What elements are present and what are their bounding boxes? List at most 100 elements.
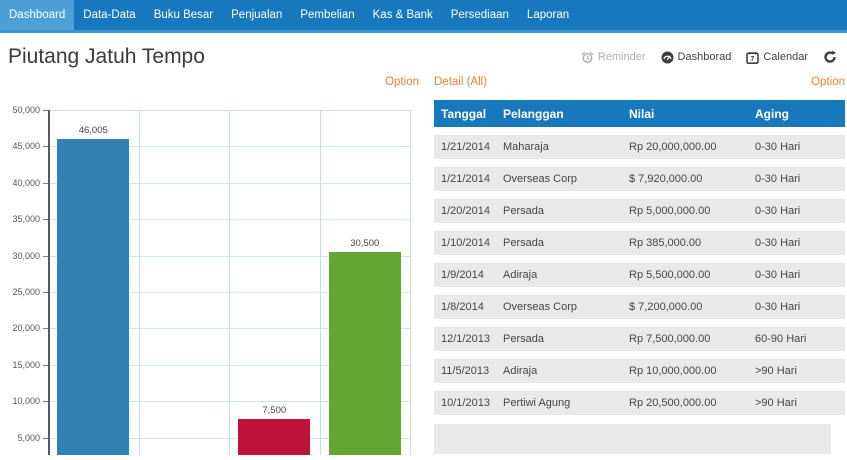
y-axis-label: 45,000 (12, 141, 40, 152)
table-row[interactable]: 10/1/2013 Pertiwi Agung Rp 20,500,000.00 >9… (434, 391, 845, 415)
table-cell: >90 Hari (755, 397, 797, 409)
y-axis-label: 15,000 (12, 359, 40, 370)
table-cell: Persada (503, 205, 544, 217)
table-cell: $ 7,920,000.00 (629, 173, 703, 185)
chart-bar-value-label: 7,500 (262, 405, 287, 417)
table-cell: Rp 5,000,000.00 (629, 205, 711, 217)
top-nav: Dashboard Data-Data Buku Besar Penjualan Pem… (0, 0, 847, 33)
y-axis-label: 35,000 (12, 214, 40, 225)
y-axis-line (48, 110, 50, 455)
refresh-button[interactable] (823, 50, 837, 64)
detail-all-link[interactable]: Detail (All) (434, 76, 488, 88)
y-axis-tick (43, 110, 48, 111)
table-row-empty (434, 424, 831, 454)
table-cell: 60-90 Hari (755, 333, 807, 345)
nav-item-persediaan[interactable]: Persediaan (450, 9, 509, 21)
chart-option-link[interactable]: Option (385, 76, 419, 88)
chart-bar-value-label: 46,005 (78, 125, 108, 137)
table-cell: Adiraja (503, 269, 538, 281)
nav-item-penjualan[interactable]: Penjualan (231, 9, 283, 21)
table-row[interactable]: 1/21/2014 Overseas Corp $ 7,920,000.00 0-30… (434, 167, 845, 191)
aging-bar-chart: 50,000 45,000 40,000 35,000 30,000 25,000 20,0… (0, 95, 434, 455)
y-axis-label: 30,000 (12, 250, 40, 261)
y-axis-label: 25,000 (12, 287, 40, 297)
table-cell: Rp 20,000,000.00 (629, 141, 717, 153)
table-cell: Overseas Corp (503, 173, 577, 185)
table-cell: 1/20/2014 (441, 205, 490, 217)
gauge-icon (661, 51, 674, 64)
table-cell: Pertiwi Agung (503, 397, 571, 409)
table-row[interactable]: 1/8/2014 Overseas Corp $ 7,200,000.00 0-30 … (434, 295, 845, 319)
refresh-icon (823, 50, 837, 64)
table-row[interactable]: 12/1/2013 Persada Rp 7,500,000.00 60-90 Har… (434, 327, 845, 351)
table-cell: Rp 7,500,000.00 (629, 333, 711, 345)
table-cell: Rp 5,500,000.00 (629, 269, 711, 281)
table-cell: 0-30 Hari (755, 173, 801, 185)
y-axis-tick (43, 219, 48, 221)
table-cell: 1/21/2014 (441, 173, 490, 185)
table-cell: Overseas Corp (503, 301, 577, 313)
table-cell: $ 7,200,000.00 (629, 301, 703, 313)
gridline-vertical (229, 110, 230, 455)
table-row[interactable]: 1/20/2014 Persada Rp 5,000,000.00 0-30 Hari (434, 199, 845, 223)
y-axis-label: 40,000 (12, 177, 40, 188)
y-axis-label: 50,000 (12, 105, 40, 115)
table-cell: 1/9/2014 (441, 269, 484, 281)
page-title: Piutang Jatuh Tempo (8, 45, 205, 68)
header-toolbar: Reminder Dashborad 7 Calendar (581, 50, 837, 64)
table-cell: Adiraja (503, 365, 538, 377)
y-axis-tick (43, 255, 48, 257)
y-axis-tick (43, 182, 48, 184)
y-axis-tick (43, 328, 48, 330)
y-axis-tick (43, 437, 48, 439)
table-row[interactable]: 1/10/2014 Persada Rp 385,000.00 0-30 Hari (434, 231, 845, 255)
alarm-clock-icon (581, 51, 594, 64)
table-row[interactable]: 1/21/2014 Maharaja Rp 20,000,000.00 0-30 Ha… (434, 135, 845, 159)
calendar-icon: 7 (746, 51, 760, 64)
nav-item-laporan[interactable]: Laporan (526, 9, 570, 21)
reminder-button[interactable]: Reminder (581, 51, 646, 64)
table-row[interactable]: 1/9/2014 Adiraja Rp 5,500,000.00 0-30 Hari (434, 263, 845, 287)
dashboard-button[interactable]: Dashborad (661, 51, 732, 64)
column-header: Pelanggan (503, 106, 564, 121)
y-axis-tick (43, 146, 48, 148)
chart-bar (238, 419, 311, 455)
gridline-vertical (319, 110, 321, 455)
gridline-vertical (410, 110, 411, 455)
table-row[interactable]: 11/5/2013 Adiraja Rp 10,000,000.00 >90 Hari (434, 359, 845, 383)
chart-bar (57, 139, 130, 455)
table-body: 1/21/2014 Maharaja Rp 20,000,000.00 0-30 Ha… (434, 135, 845, 415)
table-cell: 10/1/2013 (441, 397, 490, 409)
nav-item-data-data[interactable]: Data-Data (83, 9, 136, 21)
column-header: Aging (755, 106, 789, 121)
calendar-label: Calendar (763, 51, 808, 63)
table-cell: 0-30 Hari (755, 141, 801, 153)
dashboard-label: Dashborad (677, 51, 732, 63)
table-cell: 0-30 Hari (755, 237, 801, 249)
column-header: Nilai (629, 106, 655, 121)
y-axis-tick (43, 292, 48, 293)
y-axis-tick (43, 364, 48, 366)
nav-item-dashboard[interactable]: Dashboard (0, 0, 75, 30)
chart-bar (328, 251, 401, 455)
nav-item-kas-bank[interactable]: Kas & Bank (372, 9, 433, 21)
gridline-vertical (138, 110, 140, 455)
svg-text:7: 7 (751, 56, 755, 63)
y-axis-label: 5,000 (17, 432, 40, 443)
nav-item-pembelian[interactable]: Pembelian (300, 9, 355, 21)
table-cell: 1/21/2014 (441, 141, 490, 153)
y-axis-label: 20,000 (12, 323, 40, 334)
nav-item-buku-besar[interactable]: Buku Besar (153, 9, 214, 21)
table-cell: 12/1/2013 (441, 333, 490, 345)
table-cell: Rp 10,000,000.00 (629, 365, 717, 377)
table-cell: Persada (503, 333, 544, 345)
calendar-button[interactable]: 7 Calendar (746, 51, 808, 64)
detail-option-link[interactable]: Option (811, 76, 845, 88)
receivables-table: Tanggal Pelanggan Nilai Aging 1/21/2014 Maha… (434, 100, 845, 454)
table-cell: Persada (503, 237, 544, 249)
table-cell: 0-30 Hari (755, 205, 801, 217)
table-cell: Maharaja (503, 141, 549, 153)
chart-bar-value-label: 30,500 (350, 237, 380, 249)
table-cell: 1/8/2014 (441, 301, 484, 313)
